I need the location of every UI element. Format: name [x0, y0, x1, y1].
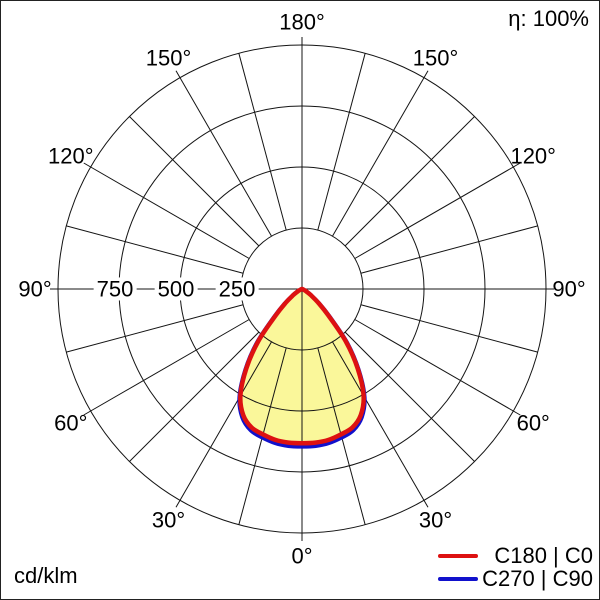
grid-spoke-30: [332, 341, 429, 508]
grid-spoke-330: [175, 341, 272, 508]
c180-c0-curve: [238, 286, 366, 446]
radial-tick-label-750: 750: [93, 277, 137, 301]
angle-label-90-at-90: 90°: [552, 276, 586, 302]
grid-spoke-45: [344, 331, 475, 462]
grid-spoke-165: [317, 53, 366, 231]
grid-spoke-225: [129, 116, 260, 247]
angle-label-30-at-330: 30°: [151, 507, 186, 533]
radial-tick-label-500: 500: [154, 277, 198, 301]
legend: C180 | C0 C270 | C90: [438, 542, 593, 591]
angle-label-60-at-60: 60°: [516, 409, 550, 435]
grid-spoke-255: [66, 225, 244, 274]
grid-spoke-150: [332, 70, 429, 237]
angle-label-150-at-210: 150°: [145, 45, 192, 71]
angle-label-30-at-30: 30°: [418, 507, 453, 533]
grid-spoke-195: [238, 53, 287, 231]
grid-spoke-315: [129, 331, 260, 462]
legend-row-c90: C270 | C90: [438, 565, 593, 591]
grid-spoke-60: [354, 319, 521, 416]
angle-label-60-at-300: 60°: [54, 409, 88, 435]
c180-c0-line-swatch: [438, 553, 478, 558]
angle-label-180-at-180: 180°: [279, 9, 325, 35]
angle-label-0-at-0: 0°: [291, 543, 313, 569]
angle-label-90-at-270: 90°: [18, 276, 52, 302]
grid-spoke-105: [360, 225, 538, 274]
c270-c90-legend-label: C270 | C90: [482, 565, 593, 591]
angle-label-120-at-240: 120°: [48, 142, 94, 168]
c180-c0-legend-label: C180 | C0: [494, 542, 593, 568]
grid-spoke-120: [354, 162, 521, 259]
efficiency-label: η: 100%: [508, 6, 589, 31]
grid-spoke-75: [360, 304, 538, 353]
grid-spoke-210: [175, 70, 272, 237]
grid-spoke-285: [66, 304, 244, 353]
angle-label-150-at-150: 150°: [412, 45, 459, 71]
grid-spoke-300: [83, 319, 250, 416]
grid-spoke-135: [344, 116, 475, 247]
radial-tick-label-250: 250: [215, 277, 259, 301]
c270-c90-line-swatch: [438, 576, 478, 581]
units-label: cd/klm: [14, 563, 78, 588]
legend-row-c0: C180 | C0: [438, 542, 593, 568]
grid-spoke-240: [83, 162, 250, 259]
angle-label-120-at-120: 120°: [510, 142, 556, 168]
